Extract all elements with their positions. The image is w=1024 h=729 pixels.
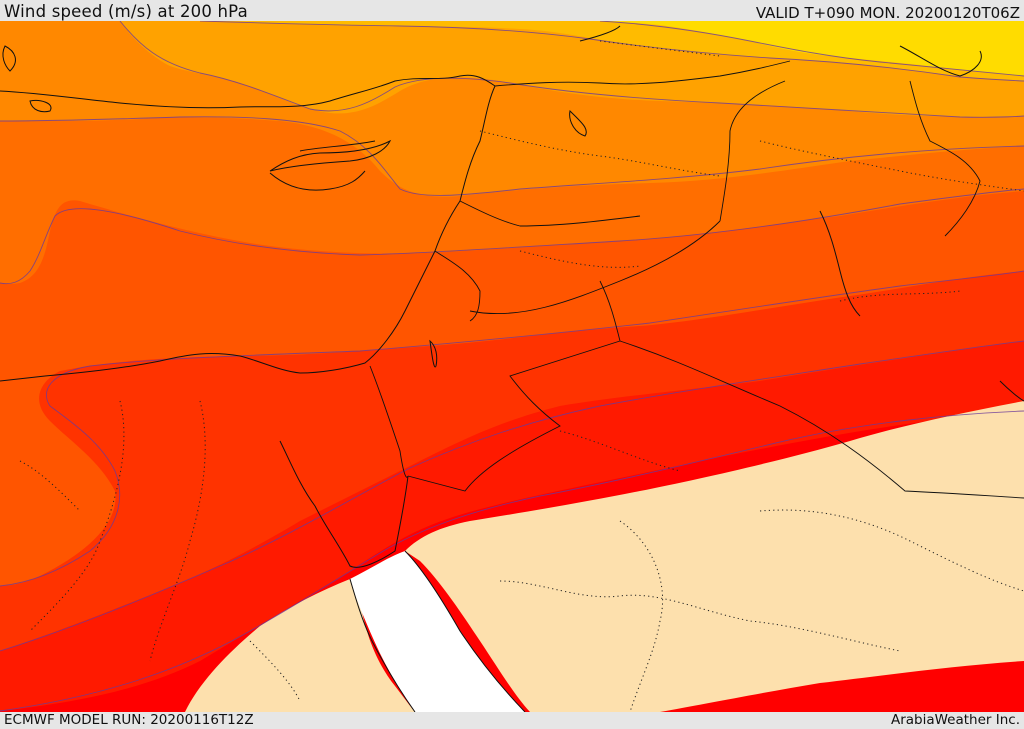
footer-bar: ECMWF MODEL RUN: 20200116T12Z ArabiaWeat…	[0, 712, 1024, 729]
cyprus	[269, 139, 392, 172]
coastline-gulf	[819, 210, 861, 317]
header-bar: Wind speed (m/s) at 200 hPa VALID T+090 …	[0, 0, 1024, 22]
map-title: Wind speed (m/s) at 200 hPa	[4, 2, 248, 21]
valid-time: VALID T+090 MON. 20200120T06Z	[755, 4, 1020, 22]
map-canvas	[0, 21, 1024, 712]
border-egypt-libya	[0, 375, 46, 382]
red-sea	[350, 551, 525, 712]
model-run: ECMWF MODEL RUN: 20200116T12Z	[4, 712, 254, 728]
calm-region-sw	[185, 579, 415, 712]
coastline-egypt	[44, 200, 461, 377]
band-yellow	[600, 21, 1024, 76]
credit: ArabiaWeather Inc.	[890, 712, 1020, 728]
wind-speed-map[interactable]	[0, 21, 1024, 712]
coastline-sinai	[279, 440, 409, 568]
coastline-turkey	[0, 74, 496, 109]
coastline-levant	[459, 85, 496, 202]
calm-region	[405, 401, 1024, 712]
